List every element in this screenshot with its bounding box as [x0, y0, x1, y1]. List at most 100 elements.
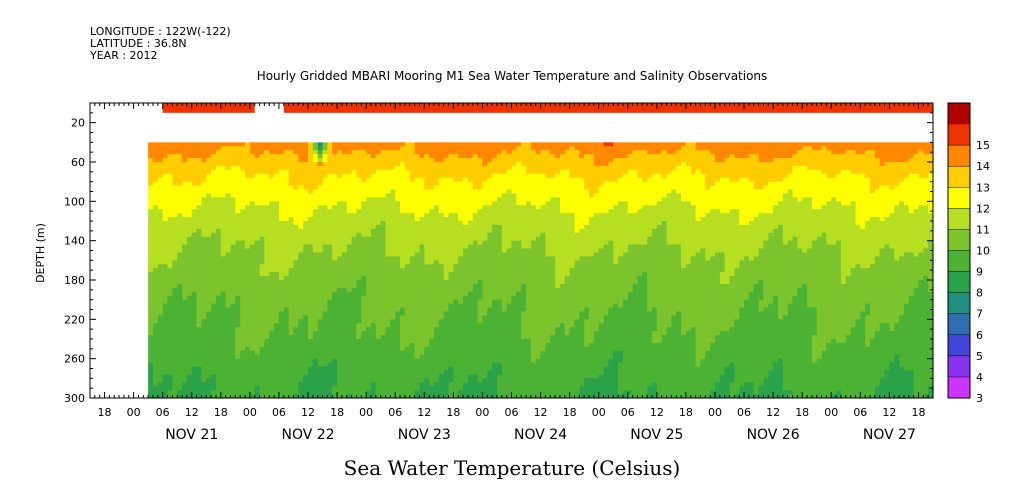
temperature-cell: [371, 169, 377, 175]
temperature-cell: [211, 280, 217, 285]
temperature-cell: [419, 295, 425, 301]
temperature-cell: [501, 197, 508, 202]
temperature-cell: [259, 291, 266, 297]
temperature-cell: [288, 146, 295, 151]
temperature-cell: [269, 252, 275, 257]
temperature-cell: [240, 307, 246, 313]
temperature-cell: [303, 224, 309, 230]
temperature-cell: [182, 354, 188, 360]
temperature-cell: [346, 240, 353, 246]
temperature-cell: [249, 142, 256, 147]
temperature-cell: [341, 378, 348, 383]
temperature-cell: [152, 346, 159, 352]
temperature-cell: [366, 342, 372, 348]
temperature-cell: [501, 394, 508, 399]
temperature-cell: [366, 287, 372, 293]
temperature-cell: [235, 390, 241, 395]
temperature-cell: [249, 386, 256, 391]
temperature-cell: [182, 264, 188, 269]
temperature-cell: [341, 209, 348, 214]
temperature-cell: [511, 169, 517, 175]
temperature-cell: [259, 319, 266, 324]
temperature-cell: [322, 331, 328, 336]
temperature-cell: [395, 280, 401, 285]
temperature-cell: [424, 323, 430, 328]
temperature-cell: [395, 378, 401, 383]
temperature-cell: [448, 205, 454, 210]
temperature-cell: [395, 158, 401, 163]
temperature-cell: [395, 287, 401, 293]
temperature-cell: [249, 327, 256, 332]
temperature-cell: [317, 358, 324, 364]
temperature-cell: [371, 173, 377, 179]
temperature-cell: [162, 394, 169, 399]
temperature-cell: [162, 236, 169, 242]
temperature-cell: [366, 311, 372, 316]
temperature-cell: [371, 232, 377, 238]
temperature-cell: [186, 244, 193, 250]
temperature-cell: [186, 224, 193, 230]
temperature-cell: [419, 268, 425, 273]
temperature-cell: [361, 335, 367, 340]
temperature-cell: [278, 268, 285, 273]
temperature-cell: [152, 177, 159, 183]
temperature-cell: [211, 162, 217, 167]
temperature-cell: [472, 162, 479, 167]
temperature-cell: [220, 283, 227, 289]
temperature-cell: [167, 350, 173, 356]
temperature-cell: [298, 354, 304, 360]
temperature-cell: [274, 213, 280, 218]
temperature-cell: [477, 146, 484, 151]
temperature-cell: [366, 236, 372, 242]
temperature-cell: [463, 240, 469, 246]
temperature-cell: [332, 244, 338, 250]
temperature-cell: [201, 260, 207, 265]
temperature-cell: [414, 303, 421, 309]
temperature-cell: [322, 315, 328, 320]
temperature-cell: [332, 181, 338, 187]
temperature-cell: [172, 185, 178, 191]
temperature-cell: [278, 240, 285, 246]
temperature-cell: [235, 339, 241, 344]
temperature-cell: [177, 382, 183, 387]
temperature-cell: [220, 264, 227, 269]
temperature-cell: [308, 209, 314, 214]
temperature-cell: [274, 382, 280, 387]
temperature-cell: [346, 382, 353, 387]
temperature-cell: [492, 358, 498, 364]
temperature-cell: [487, 236, 493, 242]
temperature-cell: [409, 311, 416, 316]
temperature-cell: [341, 362, 348, 368]
temperature-cell: [380, 303, 387, 309]
temperature-cell: [186, 240, 193, 246]
temperature-cell: [511, 256, 517, 261]
temperature-cell: [453, 319, 459, 324]
temperature-cell: [501, 335, 508, 340]
temperature-cell: [472, 236, 479, 242]
temperature-cell: [182, 307, 188, 313]
temperature-cell: [152, 150, 159, 155]
temperature-cell: [453, 232, 459, 238]
temperature-cell: [409, 342, 416, 348]
temperature-cell: [303, 264, 309, 269]
temperature-cell: [409, 213, 416, 218]
temperature-cell: [264, 248, 270, 254]
temperature-cell: [366, 162, 372, 167]
temperature-cell: [443, 173, 450, 179]
temperature-cell: [390, 374, 396, 379]
temperature-cell: [443, 386, 450, 391]
temperature-cell: [264, 232, 270, 238]
temperature-cell: [472, 287, 479, 293]
temperature-cell: [492, 193, 498, 198]
temperature-cell: [278, 228, 285, 234]
temperature-cell: [395, 165, 401, 171]
temperature-cell: [269, 287, 275, 293]
temperature-cell: [201, 244, 207, 250]
temperature-cell: [385, 154, 391, 159]
temperature-cell: [240, 291, 246, 297]
temperature-cell: [424, 205, 430, 210]
temperature-cell: [303, 299, 309, 305]
temperature-cell: [477, 390, 484, 395]
temperature-cell: [361, 280, 367, 285]
temperature-cell: [230, 370, 236, 375]
